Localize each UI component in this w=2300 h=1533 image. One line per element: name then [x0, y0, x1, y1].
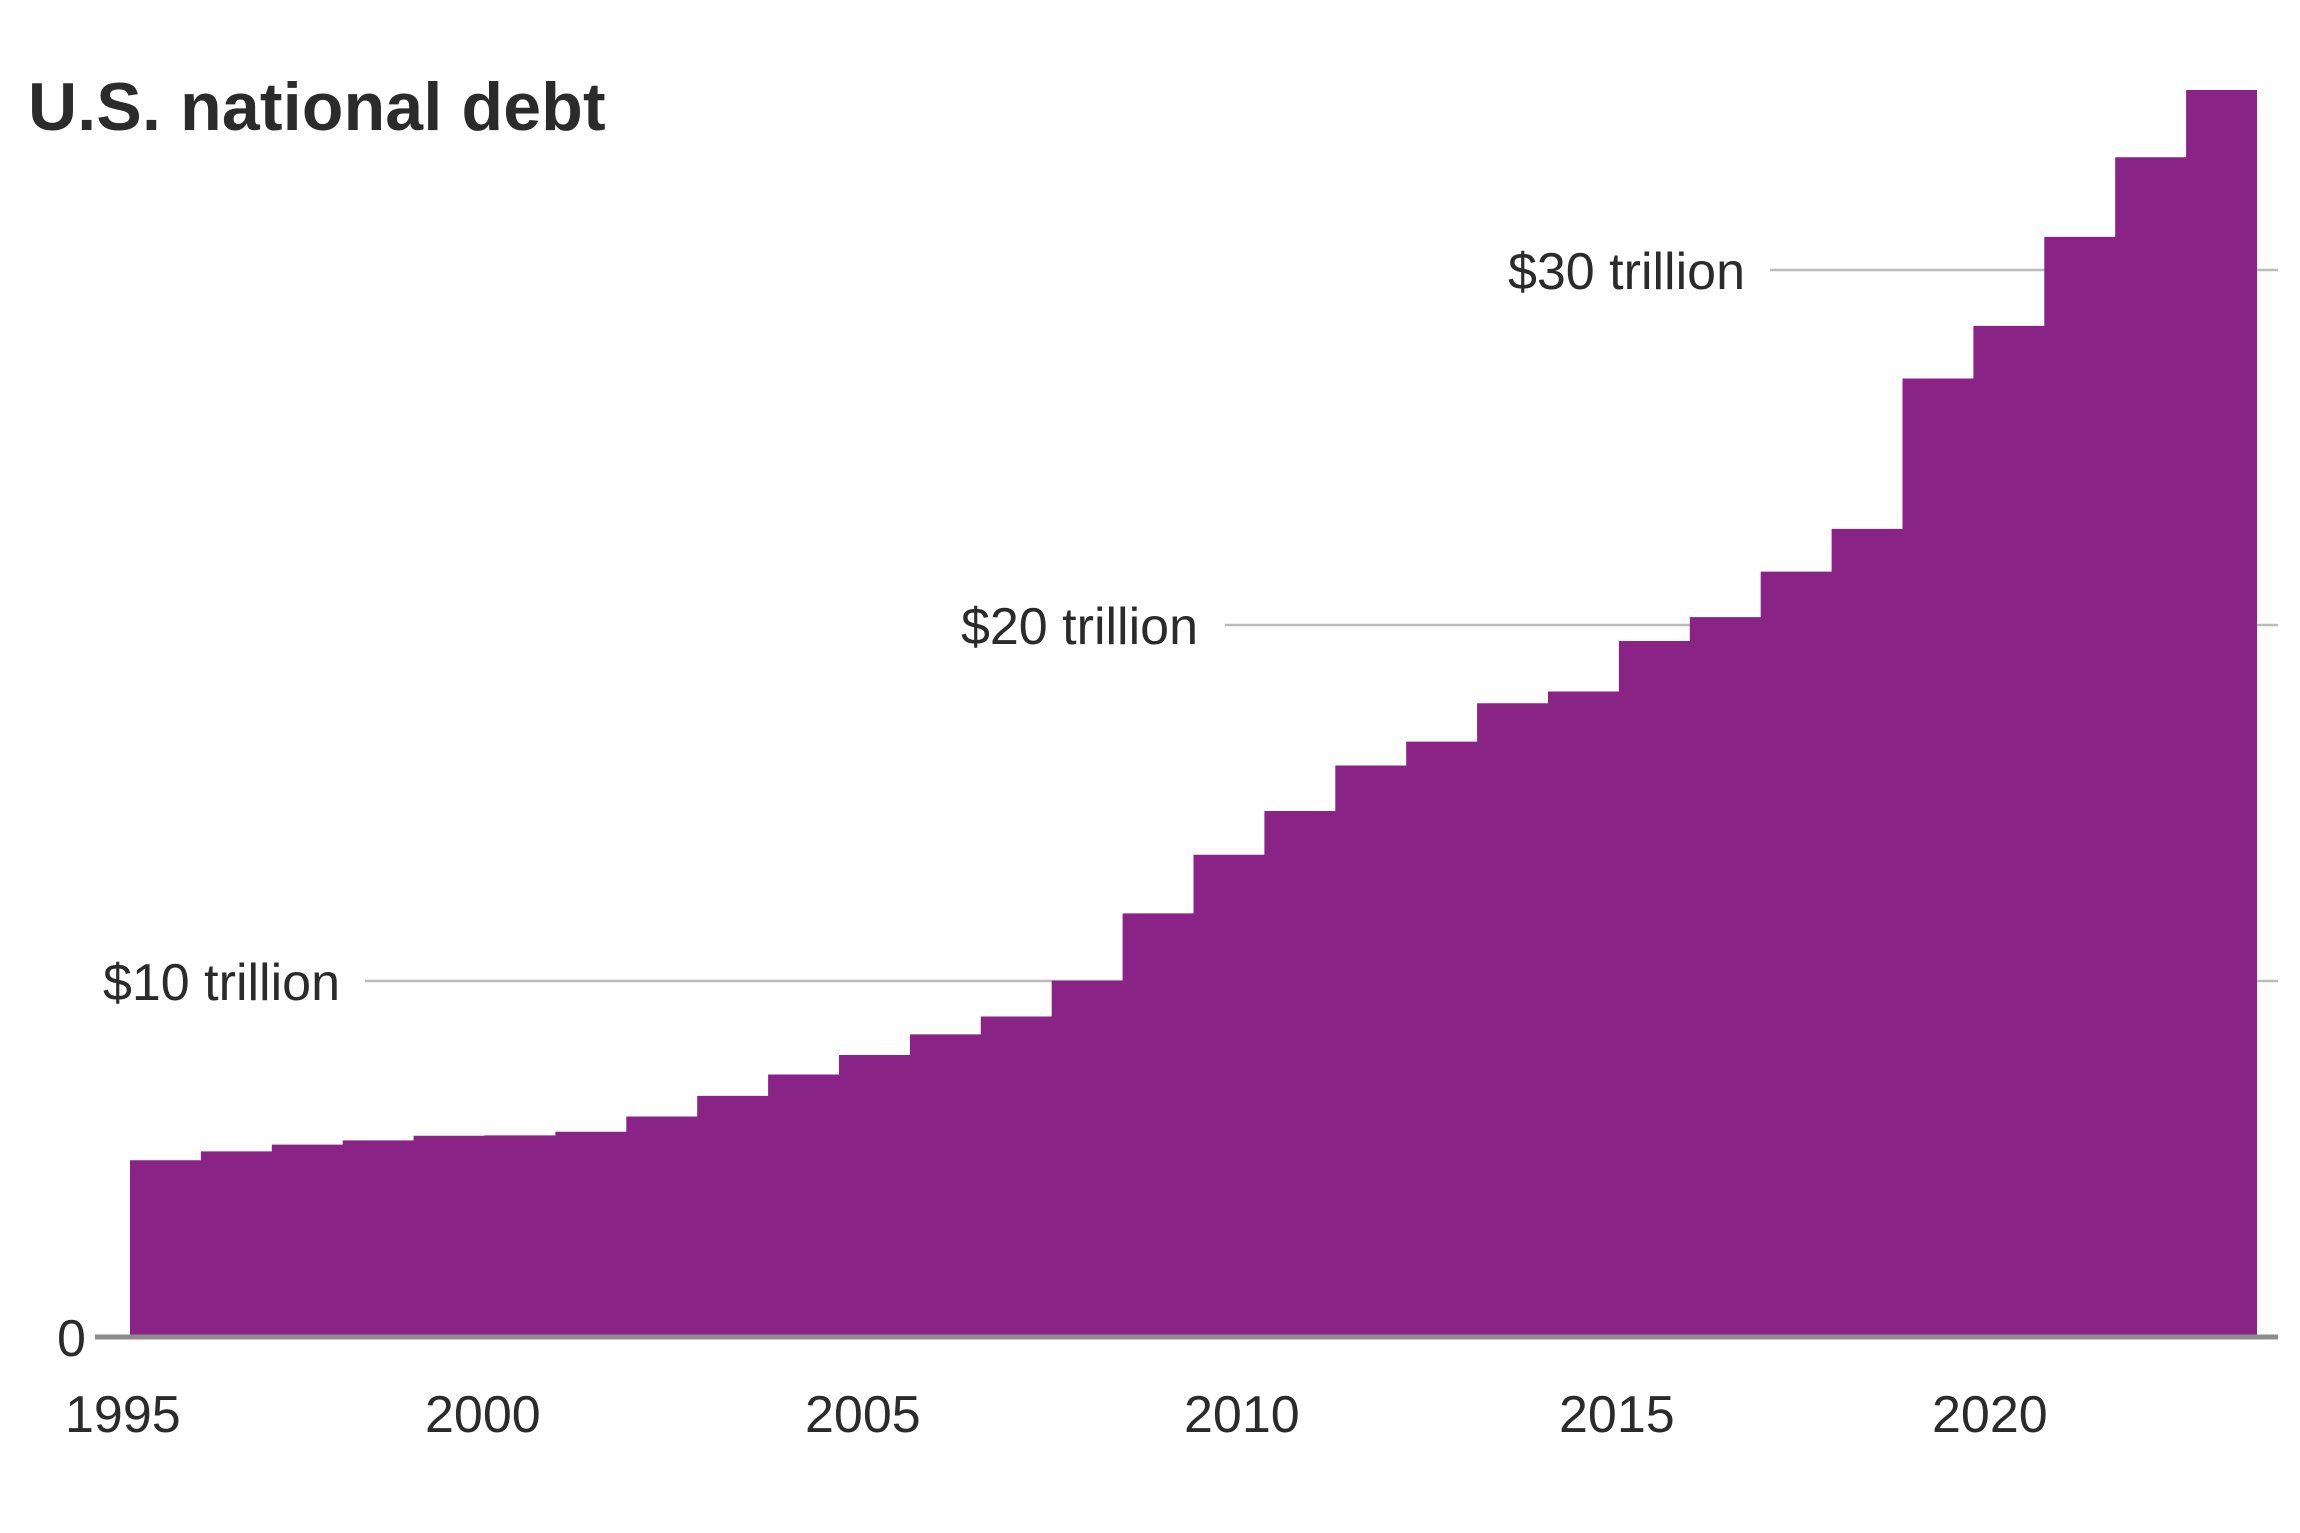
svg-text:2015: 2015	[1559, 1386, 1675, 1444]
svg-text:2005: 2005	[805, 1386, 921, 1444]
svg-text:0: 0	[57, 1310, 86, 1368]
svg-text:2000: 2000	[425, 1386, 541, 1444]
svg-text:$30 trillion: $30 trillion	[1508, 243, 1745, 301]
svg-text:1995: 1995	[65, 1386, 181, 1444]
svg-text:2010: 2010	[1184, 1386, 1300, 1444]
svg-text:$20 trillion: $20 trillion	[961, 598, 1198, 656]
svg-text:$10 trillion: $10 trillion	[103, 954, 340, 1012]
svg-text:2020: 2020	[1932, 1386, 2048, 1444]
